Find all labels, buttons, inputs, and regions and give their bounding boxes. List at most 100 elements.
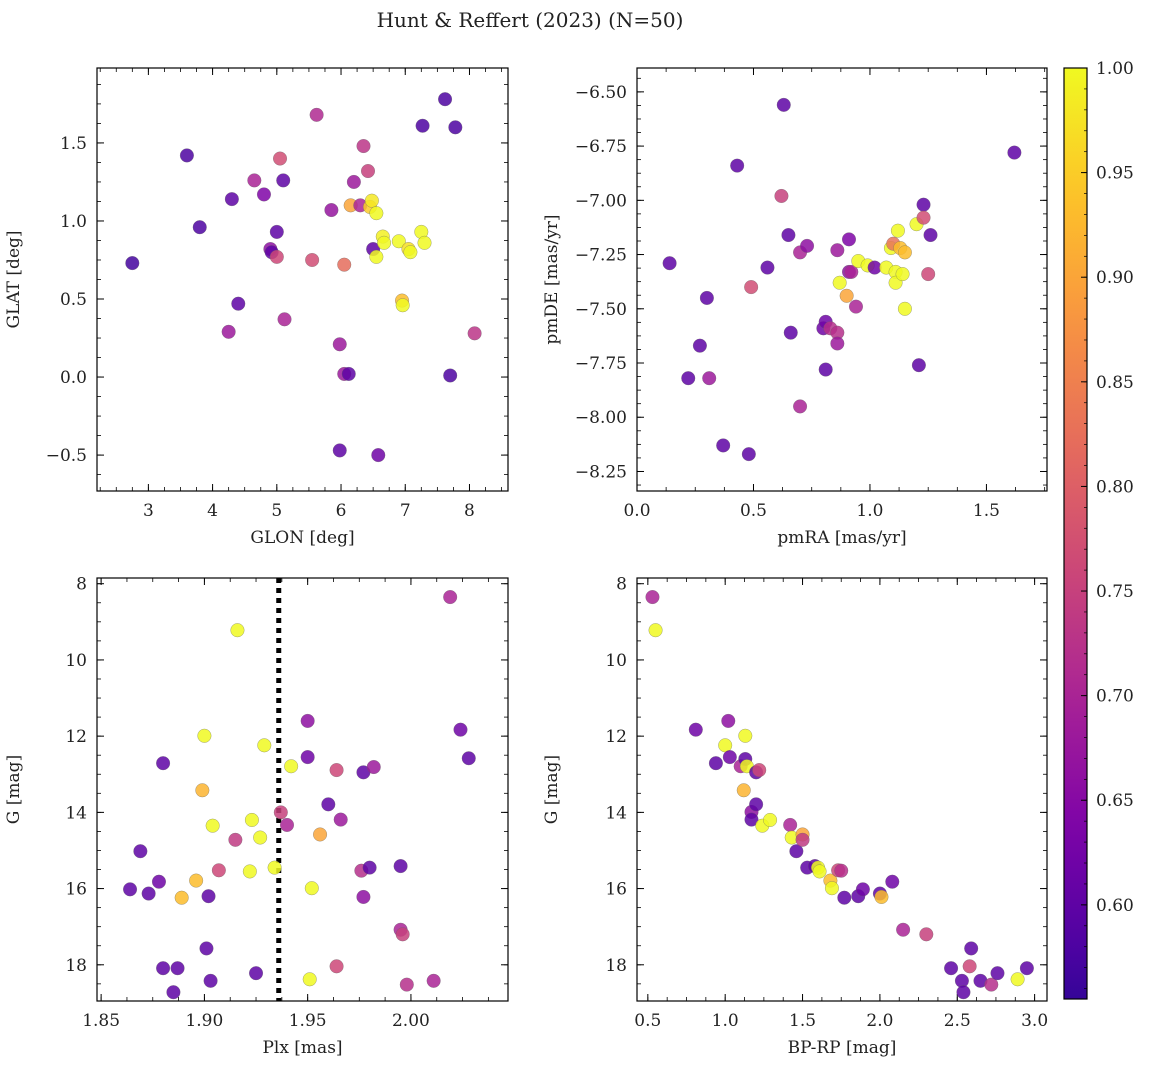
x-axis-label: pmRA [mas/yr] bbox=[777, 528, 906, 548]
y-axis-label: G [mag] bbox=[542, 755, 562, 824]
scatter-point bbox=[662, 256, 677, 271]
scatter-point bbox=[645, 590, 660, 605]
scatter-point bbox=[461, 751, 476, 766]
scatter-point bbox=[783, 325, 798, 340]
y-tick-label: −7.00 bbox=[575, 191, 627, 211]
scatter-point bbox=[885, 874, 900, 889]
scatter-point bbox=[990, 966, 1005, 981]
scatter-point bbox=[377, 235, 392, 250]
y-tick-label: 1.5 bbox=[60, 134, 87, 154]
x-tick-label: 3.0 bbox=[1021, 1011, 1048, 1031]
scatter-point bbox=[170, 961, 185, 976]
scatter-point bbox=[830, 336, 845, 351]
scatter-point bbox=[369, 249, 384, 264]
scatter-point bbox=[708, 756, 723, 771]
panel-3: 1.85 1.90 1.95 2.00 8 10 12 14 16 18 Plx [mas] G [m… bbox=[4, 575, 509, 1058]
scatter-point bbox=[964, 941, 979, 956]
scatter-point bbox=[179, 148, 194, 163]
scatter-point bbox=[443, 590, 458, 605]
y-tick-label: 0.5 bbox=[60, 290, 87, 310]
x-tick-label: 3 bbox=[143, 501, 154, 521]
points bbox=[645, 590, 1034, 1000]
x-tick-label: 6 bbox=[336, 501, 347, 521]
points bbox=[662, 97, 1022, 462]
scatter-point bbox=[699, 290, 714, 305]
x-tick-label: 1.90 bbox=[185, 1011, 223, 1031]
colorbar-gradient bbox=[1063, 67, 1088, 1000]
y-tick-label: 8 bbox=[76, 575, 87, 595]
scatter-point bbox=[197, 728, 212, 743]
scatter-point bbox=[415, 118, 430, 133]
scatter-point bbox=[692, 338, 707, 353]
scatter-point bbox=[648, 623, 663, 638]
scatter-point bbox=[329, 959, 344, 974]
scatter-point bbox=[760, 260, 775, 275]
scatter-point bbox=[399, 977, 414, 992]
scatter-point bbox=[916, 210, 931, 225]
x-tick-label: 1.0 bbox=[856, 501, 883, 521]
scatter-point bbox=[774, 188, 789, 204]
scatter-point bbox=[681, 371, 696, 386]
scatter-point bbox=[156, 961, 171, 976]
scatter-point bbox=[341, 366, 356, 381]
x-tick-label: 0.5 bbox=[740, 501, 767, 521]
scatter-point bbox=[890, 223, 905, 238]
y-tick-label: 0.0 bbox=[60, 368, 87, 388]
scatter-point bbox=[744, 812, 759, 827]
scatter-point bbox=[211, 863, 226, 878]
colorbar-tick-label: 0.80 bbox=[1096, 477, 1134, 497]
scatter-point bbox=[1010, 972, 1025, 987]
scatter-point bbox=[1019, 961, 1034, 976]
scatter-point bbox=[752, 763, 767, 778]
scatter-point bbox=[369, 206, 384, 221]
x-tick-label: 0.0 bbox=[623, 501, 650, 521]
axes-frame bbox=[636, 67, 1048, 492]
x-tick-label: 7 bbox=[400, 501, 411, 521]
y-tick-label: −8.00 bbox=[575, 408, 627, 428]
scatter-point bbox=[795, 832, 810, 847]
colorbar: 0.60 0.65 0.70 0.75 0.80 0.85 0.90 0.95 1.00 bbox=[1063, 59, 1134, 1000]
scatter-point bbox=[837, 890, 852, 905]
scatter-point bbox=[848, 299, 864, 314]
x-tick-label: 1.0 bbox=[712, 1011, 739, 1031]
scatter-point bbox=[688, 722, 703, 737]
scatter-point bbox=[448, 120, 463, 135]
scatter-point bbox=[304, 881, 319, 896]
scatter-point bbox=[321, 797, 336, 812]
y-tick-label: −7.50 bbox=[575, 300, 627, 320]
axes-frame bbox=[636, 577, 1048, 1002]
scatter-point bbox=[156, 756, 171, 771]
scatter-point bbox=[722, 750, 737, 765]
x-axis-label: GLON [deg] bbox=[250, 528, 354, 548]
scatter-point bbox=[276, 173, 291, 188]
scatter-point bbox=[356, 138, 371, 154]
y-tick-label: 12 bbox=[605, 727, 627, 747]
y-tick-label: −6.75 bbox=[575, 137, 627, 157]
figure-title: Hunt & Reffert (2023) (N=50) bbox=[377, 8, 684, 32]
y-tick-label: −0.5 bbox=[46, 446, 87, 466]
scatter-point bbox=[366, 759, 381, 775]
y-tick-label: −6.50 bbox=[575, 83, 627, 103]
scatter-point bbox=[812, 864, 827, 879]
colorbar-tick-label: 0.75 bbox=[1096, 582, 1134, 602]
scatter-point bbox=[834, 863, 849, 878]
scatter-point bbox=[824, 881, 839, 896]
scatter-point bbox=[736, 783, 751, 798]
scatter-point bbox=[228, 832, 243, 847]
scatter-point bbox=[141, 886, 156, 901]
scatter-point bbox=[718, 738, 733, 753]
scatter-point bbox=[267, 860, 282, 875]
y-tick-label: 14 bbox=[605, 803, 627, 823]
scatter-point bbox=[895, 267, 910, 282]
scatter-point bbox=[247, 173, 262, 188]
scatter-point bbox=[818, 362, 833, 377]
scatter-point bbox=[738, 728, 753, 743]
scatter-point bbox=[395, 298, 410, 313]
colorbar-tick-label: 0.60 bbox=[1096, 896, 1134, 916]
scatter-point bbox=[333, 812, 348, 827]
colorbar-tick-label: 0.65 bbox=[1096, 791, 1134, 811]
scatter-point bbox=[201, 889, 216, 904]
colorbar-tick-label: 1.00 bbox=[1096, 59, 1134, 79]
scatter-point bbox=[911, 358, 926, 373]
scatter-point bbox=[944, 961, 959, 976]
